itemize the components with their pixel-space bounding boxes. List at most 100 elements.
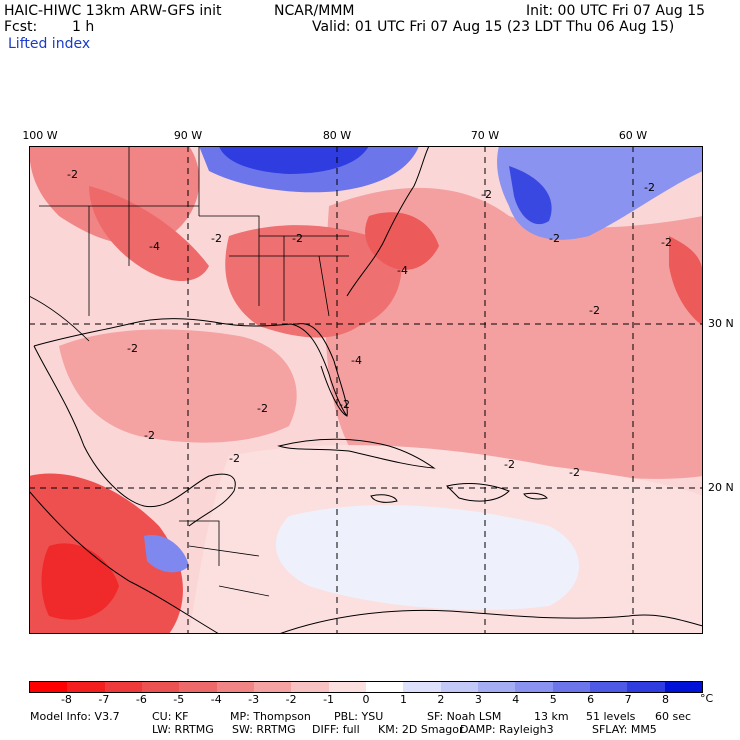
contour-label: -2 [339, 398, 350, 411]
model-info-item: 51 levels [586, 710, 636, 723]
colorbar-tick-label: 8 [662, 693, 670, 706]
colorbar-tick-label: -8 [60, 693, 72, 706]
colorbar-swatch [253, 682, 292, 692]
lon-label-100w: 100 W [22, 129, 58, 142]
model-info-item: MP: Thompson [230, 710, 311, 723]
contour-label: -4 [149, 240, 160, 253]
colorbar-tick-label: 2 [437, 693, 445, 706]
colorbar-tick-label: 7 [624, 693, 632, 706]
contour-label: -2 [661, 236, 672, 249]
colorbar-swatch [104, 682, 142, 692]
lon-label-90w: 90 W [173, 129, 203, 142]
south-america-coast [278, 609, 703, 634]
model-info-item: DIFF: full [312, 723, 360, 736]
contour-label: -2 [229, 452, 240, 465]
valid-time: Valid: 01 UTC Fri 07 Aug 15 (23 LDT Thu … [312, 19, 675, 35]
colorbar-swatch [440, 682, 478, 692]
colorbar-tick-label: -1 [323, 693, 335, 706]
colorbar-swatch [477, 682, 516, 692]
mexico-gulf-coast [33, 345, 236, 527]
colorbar-swatch [403, 682, 441, 692]
mexico-pacific-coast [29, 490, 220, 634]
lon-label-60w: 60 W [618, 129, 648, 142]
model-info-item: SFLAY: MM5 [592, 723, 657, 736]
graticule [29, 146, 703, 634]
model-info-item: LW: RRTMG [152, 723, 214, 736]
organization: NCAR/MMM [274, 3, 355, 19]
contour-label: -2 [211, 232, 222, 245]
colorbar-tick-label: 5 [549, 693, 557, 706]
colorbar-swatch [291, 682, 329, 692]
contour-label: -2 [144, 429, 155, 442]
colorbar-swatch [141, 682, 180, 692]
stable-northeast-core [509, 166, 552, 225]
colorbar-tick-label: -2 [285, 693, 297, 706]
contour-label: -2 [549, 232, 560, 245]
colorbar-tick-label: 6 [587, 693, 595, 706]
model-info-item: 13 km [534, 710, 569, 723]
colorbar-swatch [67, 682, 105, 692]
borders [29, 146, 349, 597]
gulf-region [59, 329, 297, 443]
colorbar-tick-label: 1 [399, 693, 407, 706]
contour-label: -2 [569, 466, 580, 479]
colorbar-tick-label: -5 [173, 693, 185, 706]
colorbar-tick-label: -7 [98, 693, 110, 706]
lat-label-20n: 20 N [708, 481, 734, 494]
central-america-stable [144, 535, 189, 573]
field-name: Lifted index [8, 36, 91, 52]
central-america-borders [179, 520, 270, 597]
colorbar-swatch [30, 682, 68, 692]
mexico-core [41, 543, 119, 620]
caribbean-core [275, 505, 579, 610]
colorbar-swatch [365, 682, 404, 692]
model-title: HAIC-HIWC 13km ARW-GFS init [4, 3, 222, 19]
model-info-item: KM: 2D Smagor [378, 723, 464, 736]
model-info-item: Model Info: V3.7 [30, 710, 120, 723]
puerto-rico [523, 492, 548, 500]
lifted-index-map: -2 -4 -2 -2 -4 -2 -2 -2 -4 -2 -2 -2 -2 -… [29, 146, 703, 634]
forecast-label: Fcst: [4, 19, 38, 35]
contour-label: -2 [481, 188, 492, 201]
contour-label: -2 [67, 168, 78, 181]
contour-labels: -2 -4 -2 -2 -4 -2 -2 -2 -4 -2 -2 -2 -2 -… [67, 168, 672, 479]
hispaniola [446, 483, 510, 502]
jamaica [370, 494, 398, 503]
colorbar-unit: °C [700, 692, 714, 705]
colorbar-swatch [664, 682, 702, 692]
colorbar-tick-label: 4 [512, 693, 520, 706]
colorbar-swatch [552, 682, 590, 692]
init-time: Init: 00 UTC Fri 07 Aug 15 [526, 3, 706, 19]
cuba [277, 438, 436, 469]
contour-label: -2 [127, 342, 138, 355]
colorbar-swatch [627, 682, 665, 692]
contour-label: -2 [257, 402, 268, 415]
contour-label: -2 [504, 458, 515, 471]
contour-label: -4 [397, 264, 408, 277]
us-mexico-border [29, 295, 90, 342]
colorbar-tick-label: -6 [135, 693, 147, 706]
model-info-item: SW: RRTMG [232, 723, 296, 736]
lat-label-30n: 30 N [708, 317, 734, 330]
texas-band [89, 186, 209, 281]
colorbar-tick-label: -4 [210, 693, 222, 706]
lon-label-70w: 70 W [470, 129, 500, 142]
us-east-coast [346, 146, 430, 297]
model-info-item: 60 sec [655, 710, 692, 723]
colorbar-swatch [515, 682, 553, 692]
colorbar-swatch [328, 682, 366, 692]
colorbar-swatch [216, 682, 254, 692]
contour-label: -2 [292, 232, 303, 245]
colorbar-tick-label: -3 [248, 693, 260, 706]
stable-north-core [219, 146, 369, 174]
state-lines [39, 146, 349, 321]
colorbar [29, 681, 703, 693]
east-atlantic-region [669, 236, 703, 326]
model-info-item: SF: Noah LSM [427, 710, 502, 723]
model-info-item: CU: KF [152, 710, 189, 723]
contour-label: -2 [589, 304, 600, 317]
model-info-item: DAMP: Rayleigh3 [460, 723, 554, 736]
contour-label: -4 [351, 354, 362, 367]
colorbar-tick-label: 3 [474, 693, 482, 706]
map-frame [29, 146, 703, 634]
